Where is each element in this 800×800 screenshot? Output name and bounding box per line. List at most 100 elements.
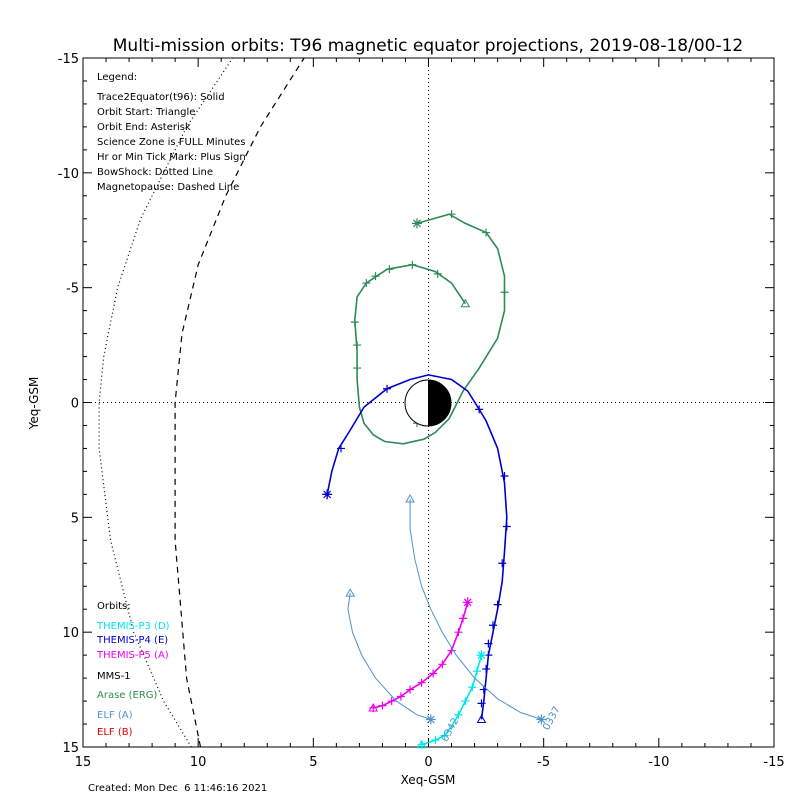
orbit-time-annotation: 0342: [440, 716, 462, 744]
hour-tick-mark: [431, 736, 440, 745]
bow-shock-line: [98, 57, 234, 748]
y-tick-label: -5: [66, 282, 79, 297]
mission-label-themis-p3: THEMIS-P3 (D): [96, 621, 170, 632]
legend-line: BowShock: Dotted Line: [97, 167, 213, 178]
hour-tick-mark: [408, 260, 417, 269]
x-tick-label: 5: [309, 755, 317, 770]
hour-tick-mark: [429, 669, 438, 678]
hour-tick-mark: [378, 701, 387, 710]
hour-tick-mark: [454, 710, 463, 719]
mission-label-arase: Arase (ERG): [97, 690, 158, 701]
chart-title: Multi-mission orbits: T96 magnetic equat…: [113, 36, 744, 56]
hour-tick-mark: [502, 522, 511, 531]
mission-label-mms-1: MMS-1: [97, 671, 131, 682]
hour-tick-mark: [417, 678, 426, 687]
legend-line: Trace2Equator(t96): Solid: [96, 92, 225, 103]
orbit-themis-p3-d: [416, 650, 487, 749]
created-timestamp: Created: Mon Dec 6 11:46:16 2021: [88, 783, 267, 794]
hour-tick-mark: [500, 471, 509, 480]
earth: [404, 379, 452, 427]
legend-line: Legend:: [97, 72, 137, 83]
x-tick-label: 0: [424, 755, 432, 770]
earth-night-side: [428, 380, 451, 426]
hour-tick-mark: [468, 683, 477, 692]
y-tick-label: 0: [71, 397, 79, 412]
hour-tick-mark: [406, 685, 415, 694]
orbit-start-triangle: [476, 714, 487, 723]
hour-tick-mark: [461, 697, 470, 706]
hour-tick-mark: [454, 628, 463, 637]
orbit-elf-a: 0342: [345, 588, 462, 744]
hour-tick-mark: [484, 639, 493, 648]
orbit-end-asterisk: [425, 714, 436, 725]
x-tick-label: -10: [648, 755, 669, 770]
hour-tick-mark: [493, 600, 502, 609]
mission-label-elf-b: ELF (B): [97, 727, 133, 738]
legend-line: Science Zone is FULL Minutes: [97, 137, 246, 148]
hour-tick-mark: [472, 667, 481, 676]
mission-legend: Orbits: THEMIS-P3 (D) THEMIS-P4 (E) THEM…: [96, 601, 170, 738]
orbit-end-asterisk: [462, 597, 473, 608]
hour-tick-mark: [336, 444, 345, 453]
mission-label-elf-a: ELF (A): [97, 710, 133, 721]
orbit-trace: [373, 602, 469, 709]
hour-tick-mark: [433, 269, 442, 278]
hour-tick-mark: [498, 559, 507, 568]
x-tick-label: 15: [75, 755, 92, 770]
orbit-start-triangle: [345, 588, 356, 597]
y-tick-label: -15: [58, 52, 79, 67]
hour-tick-mark: [482, 228, 491, 237]
orbit-start-triangle: [405, 493, 415, 503]
hour-tick-mark: [438, 660, 447, 669]
orbit-time-annotation: 0337: [541, 705, 563, 733]
orbit-start-triangle: [416, 739, 427, 749]
orbit-end-asterisk: [536, 714, 547, 725]
orbit-trace: [347, 593, 431, 720]
orbit-themis-p5-a: [368, 597, 473, 712]
hour-tick-mark: [500, 288, 509, 297]
y-tick-label: 10: [62, 626, 79, 641]
legend-line: Orbit Start: Triangle: [97, 107, 195, 118]
orbit-trace: [326, 374, 508, 720]
y-tick-label: 15: [62, 741, 79, 756]
boundary-layer: [98, 57, 305, 748]
hour-tick-mark: [350, 318, 359, 327]
hour-tick-mark: [362, 279, 371, 288]
legend-line: Hr or Min Tick Mark: Plus Sign: [97, 152, 246, 163]
mission-label-themis-p5: THEMIS-P5 (A): [96, 650, 169, 661]
hour-tick-mark: [488, 621, 497, 630]
orbits-heading: Orbits:: [97, 601, 131, 612]
y-tick-label: -10: [58, 167, 79, 182]
series-layer: 0337 0342: [322, 210, 563, 749]
hour-tick-mark: [477, 699, 486, 708]
hour-tick-mark: [459, 614, 468, 623]
hour-tick-mark: [396, 692, 405, 701]
legend-line: Magnetopause: Dashed Line: [97, 182, 239, 193]
mission-label-themis-p4: THEMIS-P4 (E): [96, 635, 168, 646]
orbit-arase-erg: [350, 210, 509, 445]
hour-tick-mark: [447, 210, 456, 219]
hour-tick-mark: [371, 272, 380, 281]
hour-tick-mark: [475, 405, 484, 414]
y-axis-label: Yeq-GSM: [27, 377, 41, 431]
legend: Legend: Trace2Equator(t96): Solid Orbit …: [96, 72, 246, 193]
axis-layer: 15 10 5 0 -5 -10 -15 -15 -10 -5 0 5 10 15: [58, 52, 785, 770]
orbit-end-asterisk: [476, 650, 487, 661]
hour-tick-mark: [383, 384, 392, 393]
orbit-start-triangle: [460, 298, 471, 308]
orbit-end-asterisk: [411, 218, 422, 229]
orbit-trace: [409, 499, 542, 720]
orbit-start-triangle: [368, 702, 379, 712]
x-axis-label: Xeq-GSM: [401, 773, 456, 787]
orbit-end-asterisk: [322, 489, 333, 500]
hour-tick-mark: [353, 364, 362, 373]
legend-line: Orbit End: Asterisk: [97, 122, 191, 133]
hour-tick-mark: [387, 697, 396, 706]
x-tick-label: -5: [537, 755, 550, 770]
x-tick-label: -15: [763, 755, 784, 770]
x-tick-label: 10: [190, 755, 207, 770]
y-tick-label: 5: [71, 511, 79, 526]
hour-tick-mark: [440, 731, 449, 740]
hour-tick-mark: [385, 265, 394, 274]
